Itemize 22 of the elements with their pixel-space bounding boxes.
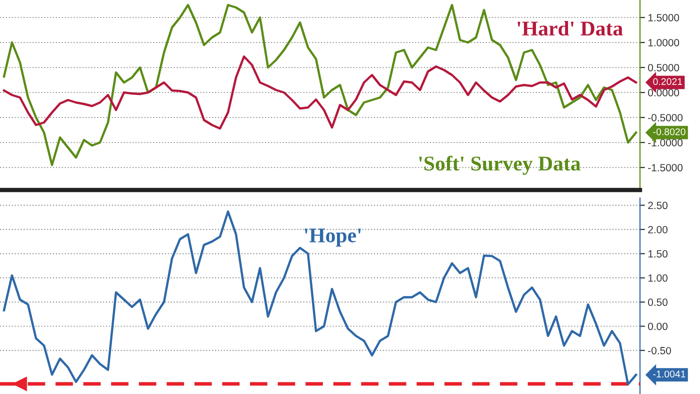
y-tick-label: 2.50 [648,202,668,210]
y-tick-label: 0.00 [648,322,668,330]
data-label: -1.0041 [653,370,686,378]
y-tick-label: 1.0000 [648,39,680,46]
data-label: -0.8020 [653,128,686,136]
y-tick-label: 2.00 [648,226,668,234]
line-series [2,210,638,386]
y-tick-label: 1.5000 [648,14,680,22]
y-tick-label: -0.5000 [648,114,683,122]
y-tick-label: 0.50 [648,298,668,306]
y-tick-label: -0.50 [648,346,671,354]
y-tick-label: -1.5000 [648,164,683,172]
y-tick-label: -1.0000 [648,139,683,146]
series-label: 'Hope' [304,228,361,247]
text: 'Soft' Survey Data [419,156,580,175]
y-tick-label: 1.50 [648,250,668,258]
text: 'Hard' Data [518,20,623,36]
y-tick-label: 0.5000 [648,64,680,72]
y-tick-label: 0.0000 [648,89,680,96]
y-tick-label: 1.00 [648,274,668,282]
data-label: 0.2021 [653,78,682,86]
line-series [2,55,638,130]
